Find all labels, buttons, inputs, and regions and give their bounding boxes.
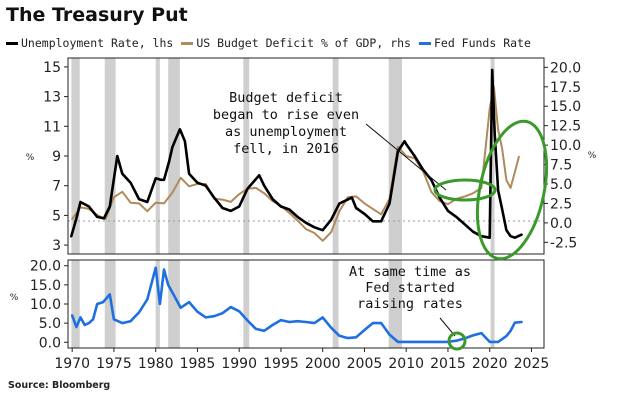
bottom-axis-label: % (10, 293, 19, 303)
right-axis-tick-label: 5.0 (550, 177, 572, 193)
legend-swatch-deficit (181, 41, 194, 45)
legend-item-deficit: US Budget Deficit % of GDP, rhs (181, 36, 411, 50)
bottom-axis-tick-label: 5.0 (39, 316, 61, 332)
axes: 15 13 11 9 7 5 3% 20.0 17.5 15.0 12.5 10.0 7.5 5.0 2.5… (10, 57, 597, 372)
fed-funds-series-line (70, 266, 523, 344)
right-axis-tick-label: 17.5 (550, 80, 581, 96)
recession-band (155, 260, 160, 348)
highlight-ellipse-deficit-2016 (433, 178, 497, 202)
x-axis-tick-label: 1975 (96, 356, 132, 372)
recession-band (490, 58, 495, 254)
recession-band (388, 260, 403, 348)
recession-band (168, 260, 180, 348)
chart-title: The Treasury Put (6, 4, 188, 26)
x-axis-tick-label: 1980 (138, 356, 174, 372)
x-axis-tick-label: 1985 (180, 356, 216, 372)
x-axis-tick-label: 1990 (221, 356, 257, 372)
recession-band (71, 58, 80, 254)
right-axis-tick-label: 15.0 (550, 99, 581, 115)
x-axis-tick-label: 2025 (514, 356, 550, 372)
x-axis-tick-label: 2005 (347, 356, 383, 372)
legend: Unemployment Rate, lhs US Budget Deficit… (6, 36, 539, 50)
highlight-ellipse-2020s (475, 119, 549, 261)
right-axis-tick-label: 12.5 (550, 119, 581, 135)
left-axis-label: % (26, 153, 35, 163)
right-axis-tick-label: -2.5 (550, 235, 577, 251)
x-axis-tick-label: 2000 (305, 356, 341, 372)
unemployment-series-line (70, 68, 523, 239)
annotation-budget-deficit-leader (365, 123, 447, 191)
x-axis-tick-label: 2010 (388, 356, 424, 372)
legend-swatch-unemployment (6, 41, 18, 45)
annotation-budget-deficit-line: as unemployment (225, 124, 347, 140)
annotation-fed-line: At same time as (349, 264, 471, 280)
annotation-budget-deficit-line: Budget deficit (229, 90, 343, 106)
recession-band (155, 58, 160, 254)
legend-label-deficit: US Budget Deficit % of GDP, rhs (196, 36, 411, 50)
left-axis-tick-label: 7 (52, 179, 61, 195)
annotation-budget-deficit-line: fell, in 2016 (233, 141, 339, 157)
legend-item-fed: Fed Funds Rate (418, 36, 531, 50)
left-axis-tick-label: 3 (52, 238, 61, 254)
series-lines (70, 68, 523, 344)
highlight-circle-fed-2016 (447, 331, 467, 351)
recession-band (168, 58, 180, 254)
right-axis-label: % (588, 151, 597, 161)
recession-band (332, 58, 339, 254)
legend-item-unemployment: Unemployment Rate, lhs (6, 36, 173, 50)
annotation-fed-line: Fed started (365, 280, 454, 296)
x-axis-tick-label: 1995 (263, 356, 299, 372)
recession-band (388, 58, 403, 254)
recession-band (71, 260, 80, 348)
recession-band (104, 58, 116, 254)
annotation-fed-line: raising rates (357, 296, 463, 312)
annotation-budget-deficit-line: began to rise even (213, 107, 359, 123)
right-axis-tick-label: 2.5 (550, 196, 572, 212)
x-axis-tick-label: 1970 (54, 356, 90, 372)
recession-band (243, 58, 250, 254)
source-note: Source: Bloomberg (8, 380, 111, 391)
left-axis-tick-label: 5 (52, 208, 61, 224)
right-axis-tick-label: 0.0 (550, 216, 572, 232)
legend-swatch-fed (418, 41, 431, 45)
recession-band (332, 260, 339, 348)
left-axis-tick-label: 11 (43, 119, 61, 135)
right-axis-tick-label: 10.0 (550, 138, 581, 154)
x-axis-tick-label: 2015 (430, 356, 466, 372)
bottom-axis-tick-label: 10.0 (30, 297, 61, 313)
recession-band (490, 260, 495, 348)
left-axis-tick-label: 9 (52, 149, 61, 165)
legend-label-fed: Fed Funds Rate (433, 36, 531, 50)
bottom-axis-tick-label: 15.0 (30, 278, 61, 294)
right-axis-tick-label: 20.0 (550, 60, 581, 76)
left-axis-tick-label: 13 (43, 90, 61, 106)
recession-band (243, 260, 250, 348)
left-axis-tick-label: 15 (43, 60, 61, 76)
bottom-axis-tick-label: 0.0 (39, 335, 61, 351)
x-axis-tick-label: 2020 (472, 356, 508, 372)
legend-label-unemployment: Unemployment Rate, lhs (21, 36, 174, 50)
deficit-series-line (71, 85, 520, 242)
recession-bands-top (71, 58, 495, 254)
bottom-axis-tick-label: 20.0 (30, 259, 61, 275)
right-axis-tick-label: 7.5 (550, 158, 572, 174)
